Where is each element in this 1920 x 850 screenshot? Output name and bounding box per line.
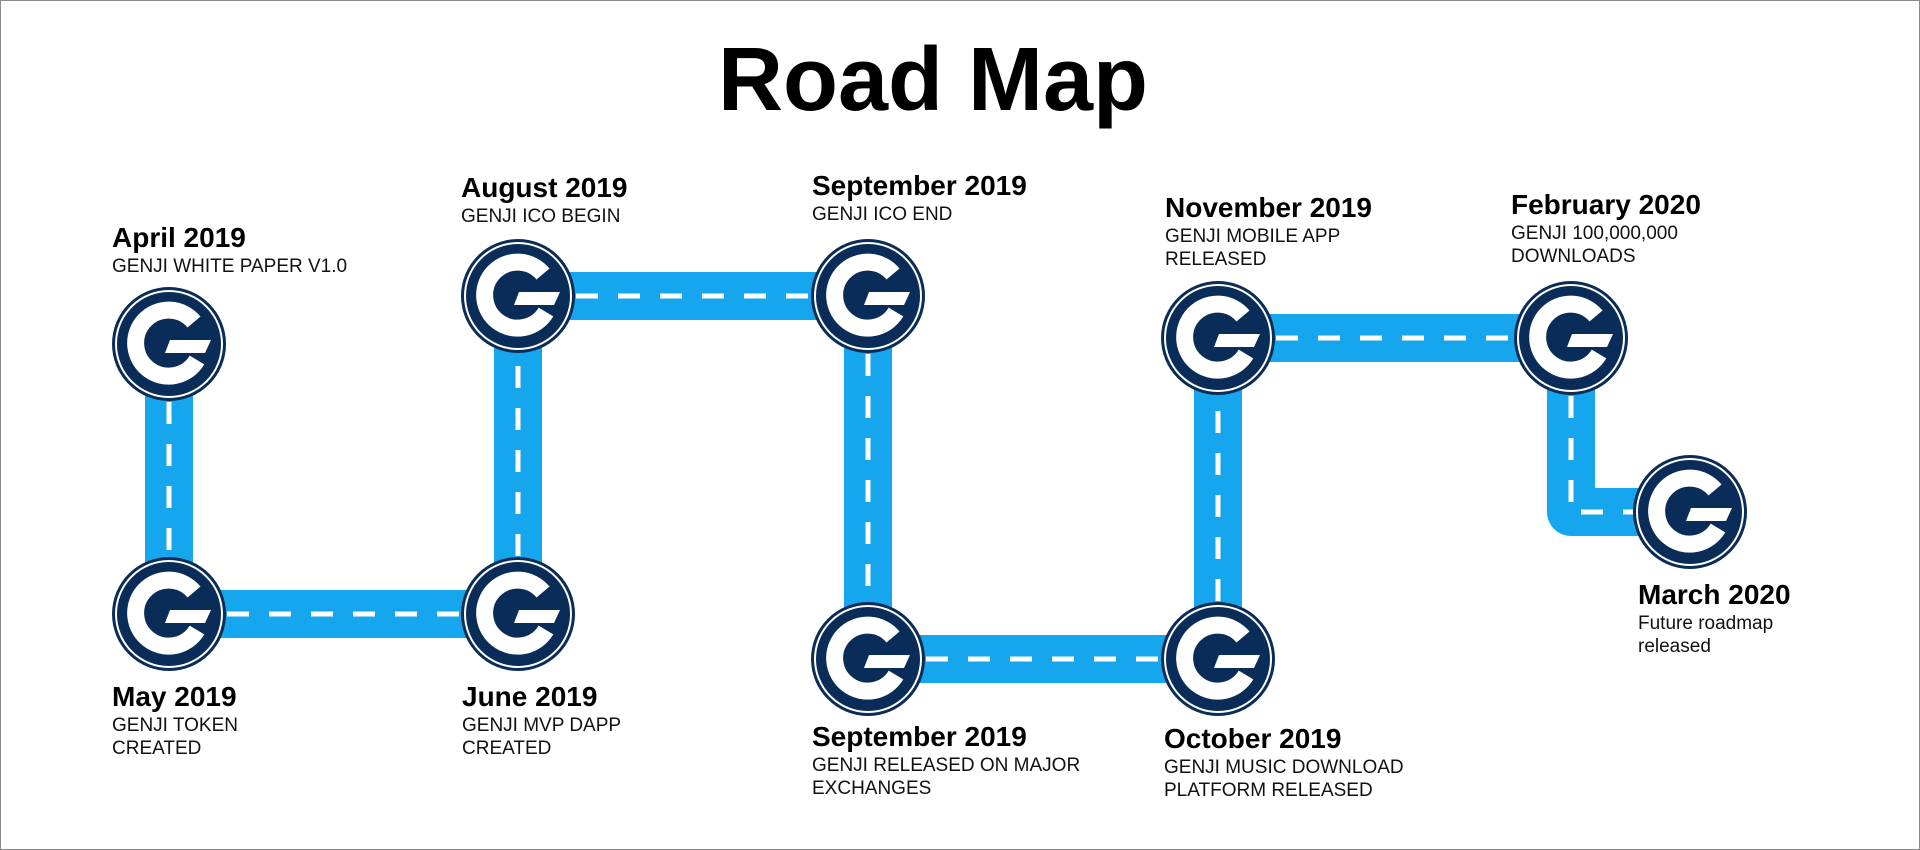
node-inner-ring xyxy=(464,242,572,350)
genji-g-logo-icon xyxy=(826,616,910,700)
milestone-label-october-2019: October 2019 GENJI MUSIC DOWNLOAD PLATFO… xyxy=(1164,724,1404,802)
logo-arc xyxy=(1648,469,1726,553)
milestone-date: October 2019 xyxy=(1164,723,1342,754)
logo-bar xyxy=(864,655,910,668)
logo-bar xyxy=(1686,508,1732,521)
milestone-date: February 2020 xyxy=(1511,189,1701,220)
logo-bar xyxy=(514,292,560,305)
milestone-date: March 2020 xyxy=(1638,579,1791,610)
milestone-description: GENJI ICO END xyxy=(812,204,953,225)
milestone-description: Future roadmap released xyxy=(1638,613,1774,657)
milestone-node xyxy=(1633,455,1747,569)
logo-arc xyxy=(476,253,554,337)
node-inner-ring xyxy=(464,560,572,668)
logo-arc xyxy=(826,616,904,700)
road xyxy=(145,272,1714,683)
node-inner-ring xyxy=(814,242,922,350)
node-inner-ring xyxy=(1636,458,1744,566)
milestone-label-february-2020: February 2020 GENJI 100,000,000 DOWNLOAD… xyxy=(1511,190,1701,268)
milestone-description: GENJI RELEASED ON MAJOR EXCHANGES xyxy=(812,755,1081,799)
milestone-nodes xyxy=(112,239,1747,716)
milestone-label-august-2019: August 2019 GENJI ICO BEGIN xyxy=(461,173,628,228)
milestone-node xyxy=(461,239,575,353)
page-title: Road Map xyxy=(717,30,1148,130)
milestone-description: GENJI MUSIC DOWNLOAD PLATFORM RELEASED xyxy=(1164,757,1404,801)
milestone-node xyxy=(1161,281,1275,395)
milestone-label-may-2019: May 2019 GENJI TOKEN CREATED xyxy=(112,682,238,760)
milestone-description: GENJI ICO BEGIN xyxy=(461,206,621,227)
milestone-node xyxy=(811,602,925,716)
milestone-label-september-2019-ico-end: September 2019 GENJI ICO END xyxy=(812,171,1027,226)
milestone-description: GENJI WHITE PAPER V1.0 xyxy=(112,256,348,277)
genji-g-logo-icon xyxy=(1176,295,1260,379)
logo-arc xyxy=(826,253,904,337)
milestone-description: GENJI TOKEN CREATED xyxy=(112,715,238,759)
milestone-date: November 2019 xyxy=(1165,192,1373,223)
node-inner-ring xyxy=(1517,284,1625,392)
milestone-node xyxy=(811,239,925,353)
milestone-date: April 2019 xyxy=(112,222,246,253)
logo-arc xyxy=(1176,616,1254,700)
logo-arc xyxy=(127,571,205,655)
genji-g-logo-icon xyxy=(1648,469,1732,553)
logo-arc xyxy=(1176,295,1254,379)
logo-arc xyxy=(1529,295,1607,379)
logo-arc xyxy=(127,301,205,385)
genji-g-logo-icon xyxy=(1176,616,1260,700)
milestone-date: May 2019 xyxy=(112,681,237,712)
logo-bar xyxy=(1214,655,1260,668)
milestone-date: June 2019 xyxy=(462,681,598,712)
logo-bar xyxy=(165,610,211,623)
milestone-node xyxy=(112,557,226,671)
milestone-node xyxy=(461,557,575,671)
genji-g-logo-icon xyxy=(1529,295,1613,379)
road-lane-marking xyxy=(1568,338,1690,515)
logo-bar xyxy=(165,340,211,353)
milestone-label-june-2019: June 2019 GENJI MVP DAPP CREATED xyxy=(462,682,621,760)
logo-bar xyxy=(864,292,910,305)
milestone-label-march-2020: March 2020 Future roadmap released xyxy=(1638,580,1791,658)
milestone-description: GENJI MVP DAPP CREATED xyxy=(462,715,622,759)
node-inner-ring xyxy=(1164,605,1272,713)
milestone-node xyxy=(1514,281,1628,395)
logo-bar xyxy=(1214,334,1260,347)
milestone-label-november-2019: November 2019 GENJI MOBILE APP RELEASED xyxy=(1165,193,1372,271)
node-inner-ring xyxy=(814,605,922,713)
node-inner-ring xyxy=(1164,284,1272,392)
genji-g-logo-icon xyxy=(476,253,560,337)
genji-g-logo-icon xyxy=(127,301,211,385)
milestone-description: GENJI 100,000,000 DOWNLOADS xyxy=(1511,223,1678,267)
logo-bar xyxy=(514,610,560,623)
logo-bar xyxy=(1567,334,1613,347)
genji-g-logo-icon xyxy=(826,253,910,337)
milestone-date: September 2019 xyxy=(812,170,1027,201)
milestone-label-april-2019: April 2019 GENJI WHITE PAPER V1.0 xyxy=(112,223,347,278)
milestone-node xyxy=(112,287,226,401)
milestone-label-september-2019-exchanges: September 2019 GENJI RELEASED ON MAJOR E… xyxy=(812,722,1080,800)
milestone-description: GENJI MOBILE APP RELEASED xyxy=(1165,226,1341,270)
milestone-node xyxy=(1161,602,1275,716)
logo-arc xyxy=(476,571,554,655)
genji-g-logo-icon xyxy=(476,571,560,655)
milestone-date: September 2019 xyxy=(812,721,1027,752)
node-inner-ring xyxy=(115,560,223,668)
milestone-date: August 2019 xyxy=(461,172,628,203)
node-inner-ring xyxy=(115,290,223,398)
genji-g-logo-icon xyxy=(127,571,211,655)
